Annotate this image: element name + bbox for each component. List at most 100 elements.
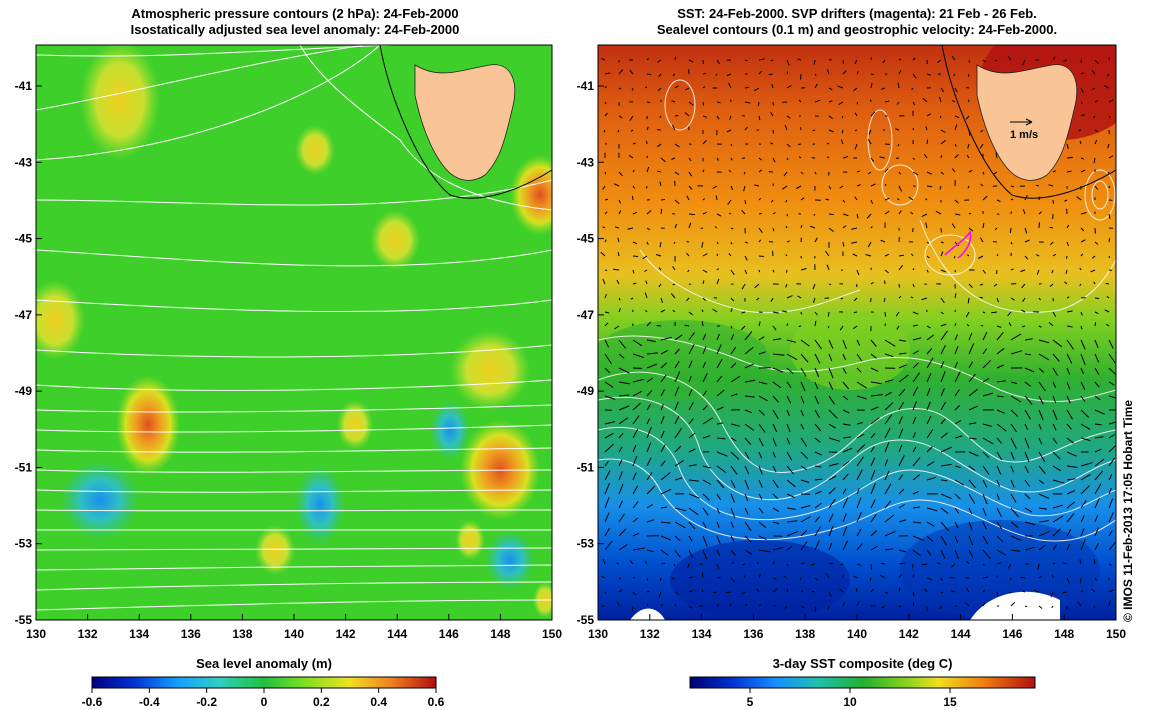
velocity-arrow (940, 139, 946, 145)
velocity-arrow (828, 115, 833, 120)
velocity-arrow (870, 394, 883, 397)
velocity-arrow (828, 487, 836, 495)
velocity-arrow (632, 211, 638, 215)
velocity-arrow (898, 455, 905, 467)
velocity-arrow (702, 198, 706, 201)
velocity-arrow (786, 381, 792, 389)
velocity-arrow (1010, 507, 1019, 518)
velocity-arrow (659, 577, 662, 582)
velocity-arrow (660, 549, 669, 556)
velocity-arrow (1038, 520, 1049, 523)
velocity-arrow (784, 125, 788, 131)
velocity-arrow (715, 195, 718, 201)
velocity-arrow (687, 269, 690, 273)
velocity-arrow (954, 435, 963, 439)
velocity-arrow (940, 241, 944, 244)
velocity-arrow (604, 293, 607, 299)
velocity-arrow (898, 171, 902, 175)
velocity-arrow (772, 129, 775, 134)
velocity-arrow (814, 490, 822, 495)
velocity-arrow (912, 574, 915, 579)
velocity-arrow (757, 101, 760, 107)
velocity-arrow (1094, 339, 1099, 349)
velocity-arrow (1080, 101, 1083, 105)
velocity-arrow (660, 506, 668, 509)
velocity-arrow (856, 184, 861, 187)
velocity-arrow (688, 332, 696, 341)
velocity-arrow (842, 199, 846, 203)
velocity-arrow (688, 101, 694, 106)
velocity-arrow (1080, 239, 1086, 243)
velocity-arrow (1052, 339, 1063, 348)
velocity-arrow (968, 507, 973, 515)
velocity-arrow (674, 171, 680, 176)
velocity-arrow (618, 367, 630, 374)
velocity-arrow (912, 591, 915, 597)
velocity-arrow (754, 283, 760, 289)
velocity-arrow (842, 241, 845, 247)
velocity-arrow (912, 73, 917, 79)
velocity-arrow (740, 325, 746, 331)
velocity-arrow (614, 226, 620, 229)
velocity-arrow (1007, 563, 1012, 569)
velocity-arrow (994, 227, 998, 231)
velocity-arrow (800, 437, 808, 447)
velocity-arrow (688, 418, 694, 425)
velocity-arrow (965, 560, 970, 565)
velocity-arrow (726, 129, 732, 133)
velocity-arrow (1108, 600, 1111, 607)
velocity-arrow (940, 432, 948, 439)
velocity-arrow (1024, 227, 1028, 234)
velocity-arrow (1108, 530, 1113, 537)
velocity-arrow (898, 254, 904, 257)
velocity-arrow (1038, 479, 1045, 485)
left-x-tick-label: 150 (542, 627, 562, 641)
velocity-arrow (758, 321, 761, 327)
velocity-arrow (966, 87, 970, 89)
velocity-arrow (660, 444, 666, 453)
velocity-arrow (655, 254, 662, 257)
velocity-arrow (1038, 395, 1044, 405)
velocity-arrow (879, 156, 886, 159)
velocity-arrow (1065, 269, 1068, 274)
velocity-arrow (786, 367, 794, 375)
velocity-arrow (716, 451, 728, 457)
velocity-arrow (1021, 283, 1026, 289)
velocity-arrow (868, 129, 872, 135)
velocity-arrow (884, 470, 890, 481)
velocity-arrow (674, 334, 683, 341)
velocity-arrow (632, 444, 637, 453)
velocity-arrow (800, 505, 811, 509)
velocity-arrow (842, 602, 845, 607)
velocity-arrow (702, 211, 707, 215)
velocity-arrow (828, 171, 830, 176)
velocity-arrow (786, 339, 797, 343)
velocity-arrow (1093, 559, 1096, 565)
velocity-arrow (1077, 601, 1082, 607)
velocity-arrow (968, 343, 975, 355)
velocity-arrow (814, 540, 820, 551)
velocity-arrow (758, 451, 763, 459)
velocity-arrow (897, 82, 900, 89)
velocity-arrow (912, 602, 915, 607)
velocity-arrow (646, 472, 653, 481)
velocity-arrow (967, 73, 970, 77)
velocity-arrow (856, 488, 860, 495)
velocity-arrow (912, 446, 917, 453)
velocity-arrow (1091, 69, 1096, 75)
velocity-arrow (926, 415, 932, 425)
velocity-arrow (1051, 574, 1054, 579)
velocity-arrow (980, 129, 984, 133)
velocity-arrow (744, 493, 749, 502)
velocity-arrow (867, 171, 872, 175)
velocity-arrow (828, 463, 839, 467)
velocity-arrow (604, 381, 614, 388)
velocity-arrow (838, 101, 844, 106)
velocity-arrow (657, 59, 662, 63)
velocity-arrow (702, 86, 706, 89)
velocity-arrow (716, 268, 719, 271)
velocity-arrow (852, 253, 858, 257)
velocity-arrow (687, 563, 690, 569)
left-axis-ticks: 130 132 134 136 138 140 142 144 146 148 150 -41 -43 -… (15, 79, 563, 641)
velocity-arrow (814, 353, 821, 364)
